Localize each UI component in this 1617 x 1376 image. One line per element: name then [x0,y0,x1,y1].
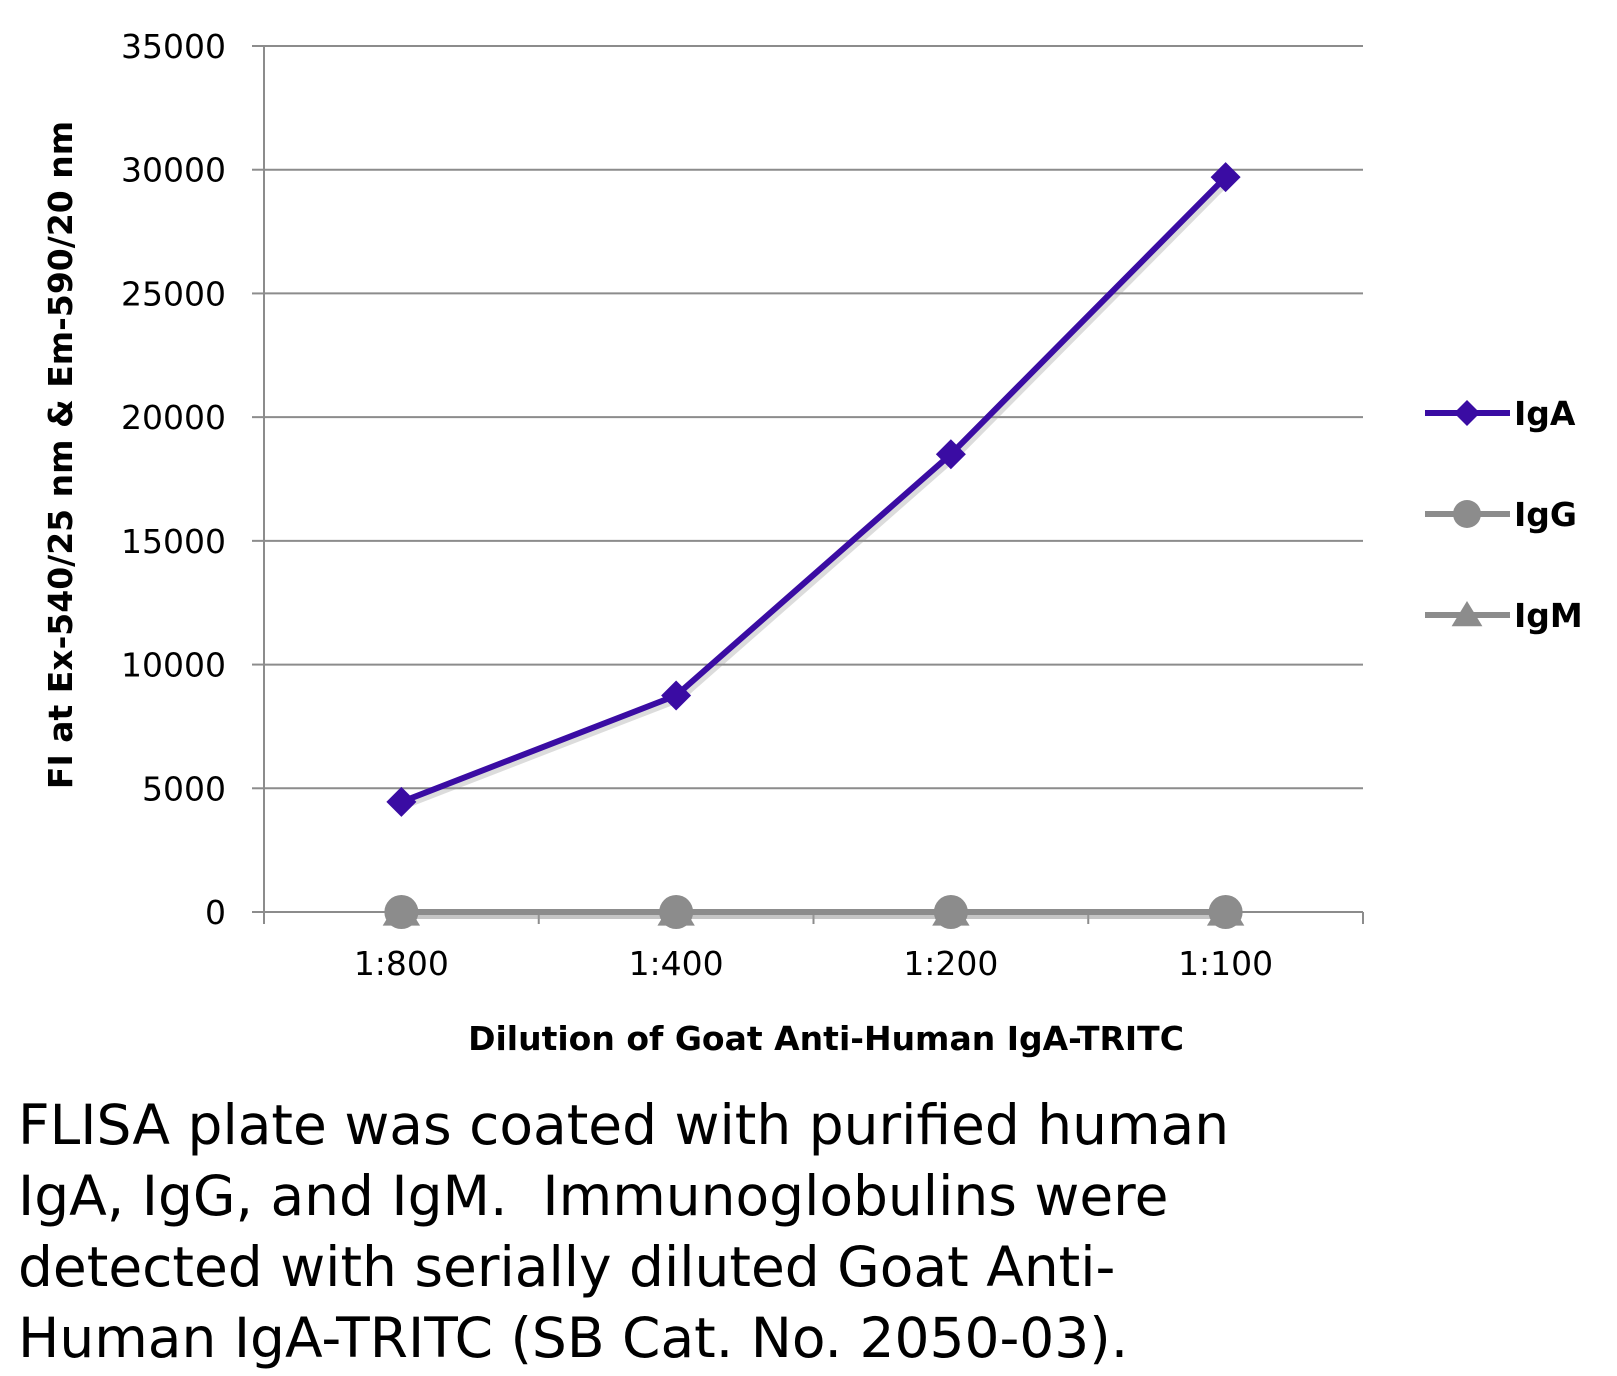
gridlines [264,45,1363,790]
legend-marker [1454,400,1480,426]
y-tick-label: 15000 [121,522,226,561]
data-point [1208,895,1243,929]
data-point [933,895,968,929]
series-line [400,175,1228,805]
data-point [1210,162,1241,193]
data-point [659,895,694,929]
x-axis-title: Dilution of Goat Anti-Human IgA-TRITC [468,1019,1184,1058]
y-tick-label: 30000 [121,151,226,190]
y-tick-label: 35000 [121,27,226,66]
y-tick-label: 20000 [121,398,226,437]
legend-label: IgG [1514,495,1577,534]
legend-label: IgM [1514,596,1583,635]
x-tick-label: 1:800 [354,944,449,983]
data-point [661,680,692,711]
y-tick-label: 5000 [142,769,226,808]
y-tick-label: 25000 [121,274,226,313]
legend: IgA IgG IgM [1425,394,1583,635]
figure-caption: FLISA plate was coated with purified hum… [18,1093,1230,1370]
y-axis-title: FI at Ex-540/25 nm & Em-590/20 nm [41,121,80,789]
x-tick-label: 1:200 [903,944,998,983]
y-tick-label: 0 [205,893,226,932]
series-line-shadow [403,179,1231,809]
legend-marker [1451,601,1483,627]
legend-marker [1453,500,1481,528]
x-tick-label: 1:400 [629,944,724,983]
chart: 0 5000 10000 15000 20000 25000 30000 35000 1:80… [41,27,1583,1058]
data-point [935,439,966,470]
y-axis-ticks: 0 5000 10000 15000 20000 25000 30000 35000 [121,27,264,932]
series-iga [386,162,1241,817]
data-point [384,895,419,929]
legend-item-iga: IgA [1425,394,1576,433]
y-tick-label: 10000 [121,646,226,685]
legend-item-igm: IgM [1425,596,1583,635]
x-tick-label: 1:100 [1178,944,1273,983]
legend-label: IgA [1514,394,1576,433]
data-point [386,786,417,817]
series-igg [384,895,1243,929]
legend-item-igg: IgG [1425,495,1577,534]
series-layer [382,162,1245,929]
x-axis: 1:800 1:400 1:200 1:100 [263,46,1364,983]
